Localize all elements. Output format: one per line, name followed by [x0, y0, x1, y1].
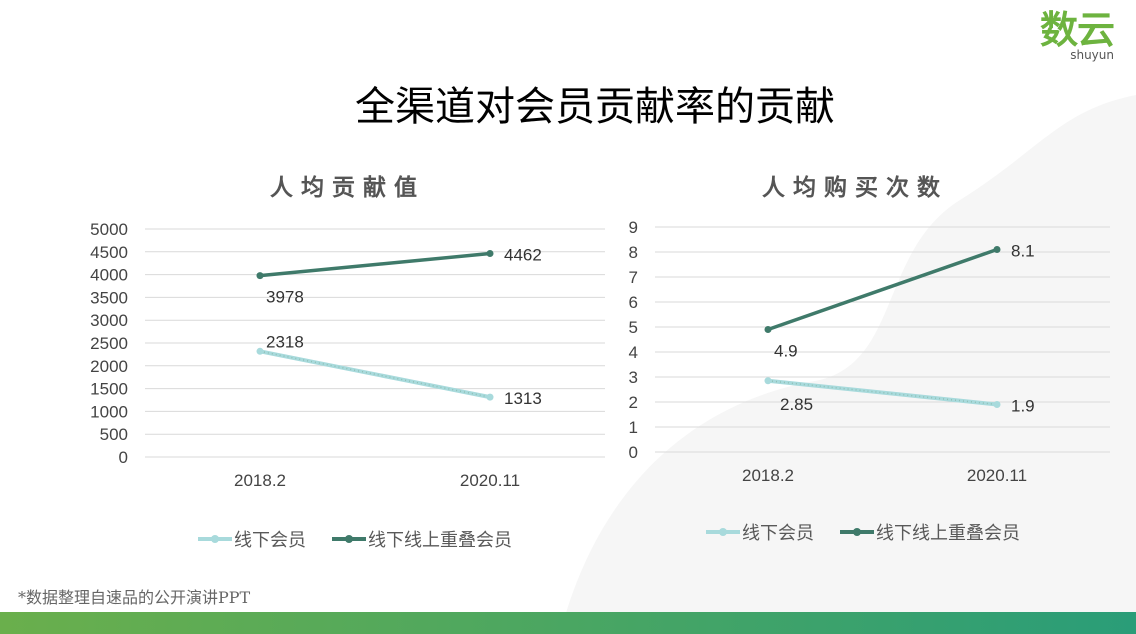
y-tick-label: 1 — [629, 418, 638, 437]
y-tick-label: 1500 — [90, 380, 128, 399]
x-tick-label: 2020.11 — [460, 471, 520, 490]
footer-bar — [0, 612, 1136, 634]
data-label: 3978 — [266, 288, 304, 307]
logo-cn: 数云 — [1039, 8, 1115, 52]
y-tick-label: 9 — [629, 218, 638, 237]
chart-title-left: 人均贡献值 — [270, 175, 425, 201]
data-point — [764, 326, 772, 333]
page-title: 全渠道对会员贡献率的贡献 — [355, 84, 835, 130]
y-tick-label: 2000 — [90, 357, 128, 376]
legend-label: 线下线上重叠会员 — [368, 530, 512, 551]
y-tick-label: 3000 — [90, 311, 128, 330]
data-label: 1.9 — [1011, 397, 1035, 416]
chart-title-right: 人均购买次数 — [762, 175, 948, 201]
data-label: 4462 — [504, 246, 542, 265]
series-line-offline — [259, 349, 491, 400]
logo-en: shuyun — [1070, 48, 1114, 62]
y-tick-label: 6 — [629, 293, 638, 312]
data-point — [993, 246, 1001, 253]
y-tick-label: 0 — [119, 448, 128, 467]
data-point — [256, 272, 264, 280]
data-point — [256, 347, 264, 355]
legend-item-overlap: 线下线上重叠会员 — [840, 519, 1020, 545]
series-line-overlap — [259, 251, 491, 278]
y-tick-label: 0 — [629, 443, 638, 462]
legend-left: 线下会员 线下线上重叠会员 — [198, 526, 512, 552]
legend-item-offline: 线下会员 — [198, 526, 306, 552]
data-label: 2.85 — [780, 395, 813, 414]
data-label: 8.1 — [1011, 242, 1035, 261]
x-tick-label: 2020.11 — [967, 466, 1027, 485]
y-tick-label: 500 — [100, 425, 128, 444]
y-tick-label: 4500 — [90, 243, 128, 262]
y-tick-label: 1000 — [90, 402, 128, 421]
source-note: *数据整理自速品的公开演讲PPT — [18, 588, 251, 607]
y-tick-label: 7 — [629, 268, 638, 287]
series-line-offline — [767, 378, 998, 407]
data-point — [993, 401, 1001, 408]
data-point — [486, 250, 494, 258]
data-label: 1313 — [504, 389, 542, 408]
shuyun-logo: 数云 shuyun — [1039, 8, 1115, 62]
legend-label: 线下会员 — [234, 530, 306, 551]
y-tick-label: 2500 — [90, 334, 128, 353]
x-tick-label: 2018.2 — [742, 466, 794, 485]
y-tick-label: 5000 — [90, 220, 128, 239]
legend-label: 线下线上重叠会员 — [876, 523, 1020, 544]
data-point — [764, 377, 772, 385]
data-label: 4.9 — [774, 342, 798, 361]
legend-item-overlap: 线下线上重叠会员 — [332, 526, 512, 552]
x-tick-label: 2018.2 — [234, 471, 286, 490]
data-label: 2318 — [266, 332, 304, 351]
legend-item-offline: 线下会员 — [706, 519, 814, 545]
y-tick-label: 4000 — [90, 266, 128, 285]
y-tick-label: 8 — [629, 243, 638, 262]
y-tick-label: 3 — [629, 368, 638, 387]
legend-right: 线下会员 线下线上重叠会员 — [706, 519, 1020, 545]
y-tick-label: 4 — [629, 343, 638, 362]
y-tick-label: 2 — [629, 393, 638, 412]
y-tick-label: 5 — [629, 318, 638, 337]
series-line-overlap — [767, 247, 998, 332]
data-point — [486, 393, 494, 401]
legend-label: 线下会员 — [742, 523, 814, 544]
y-tick-label: 3500 — [90, 288, 128, 307]
